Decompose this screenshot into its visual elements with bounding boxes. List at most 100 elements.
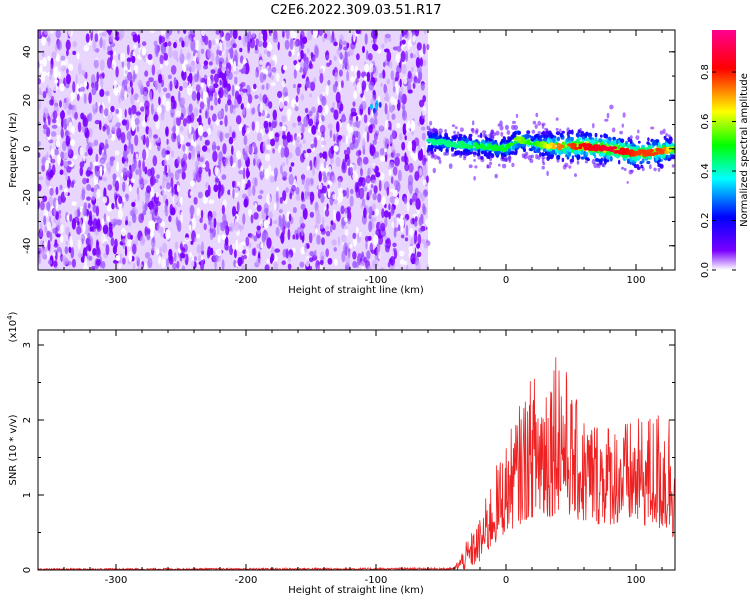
noise-cell (384, 102, 388, 115)
noise-cell (165, 229, 171, 240)
noise-cell (292, 207, 297, 214)
noise-cell (368, 206, 373, 216)
signal-cell (602, 163, 606, 168)
signal-cell (461, 151, 465, 155)
noise-cell (151, 103, 154, 115)
signal-cell (661, 153, 666, 159)
noise-cell (369, 117, 376, 126)
noise-cell (228, 136, 234, 145)
noise-cell (319, 259, 324, 266)
noise-cell (323, 161, 327, 169)
noise-cell (193, 197, 198, 205)
noise-cell (346, 63, 350, 71)
noise-cell (340, 205, 345, 215)
signal-core (534, 143, 539, 147)
noise-cell (373, 65, 379, 78)
noise-cell (261, 231, 266, 243)
signal-core (538, 144, 543, 148)
signal-cell (547, 133, 551, 137)
signal-cell (627, 136, 631, 143)
noise-cell (43, 215, 47, 226)
noise-cell (38, 32, 41, 39)
noise-cell (320, 166, 324, 172)
noise-cell (312, 233, 316, 238)
noise-cell (233, 60, 237, 72)
noise-cell (105, 90, 110, 97)
noise-cell (333, 109, 339, 120)
noise-cell (310, 81, 316, 92)
noise-cell (193, 130, 197, 143)
noise-cell (405, 224, 409, 237)
noise-cell (348, 243, 353, 249)
noise-cell (125, 119, 130, 131)
noise-cell (202, 131, 208, 138)
noise-cell (262, 211, 267, 222)
signal-cell (621, 123, 624, 128)
noise-cell (415, 198, 421, 210)
noise-cell (99, 165, 103, 177)
noise-cell (139, 236, 145, 246)
noise-cell (204, 139, 210, 146)
noise-cell (221, 204, 225, 215)
noise-cell (94, 119, 101, 125)
noise-cell (96, 188, 101, 199)
noise-cell (205, 108, 210, 120)
noise-cell (281, 162, 286, 167)
noise-cell (365, 240, 368, 250)
noise-cell (127, 238, 132, 247)
signal-core (660, 151, 665, 155)
noise-cell (333, 258, 338, 266)
noise-cell (109, 156, 116, 162)
noise-cell (272, 109, 277, 121)
signal-cell (622, 112, 626, 118)
signal-cell (467, 151, 471, 156)
noise-cell (137, 79, 143, 88)
noise-cell (372, 139, 377, 145)
noise-cell (182, 153, 188, 162)
signal-cell (629, 138, 633, 144)
noise-cell (195, 144, 201, 155)
signal-cell (568, 148, 572, 153)
noise-cell (178, 90, 181, 102)
noise-cell (256, 225, 261, 231)
noise-cell (366, 71, 371, 82)
noise-cell (377, 193, 382, 203)
noise-cell (321, 140, 326, 146)
noise-cell (156, 217, 162, 224)
noise-cell (245, 167, 250, 179)
noise-cell (143, 91, 149, 103)
noise-cell (410, 52, 414, 59)
noise-cell (40, 75, 45, 83)
noise-cell (110, 218, 115, 225)
noise-cell (172, 194, 179, 205)
noise-cell (173, 41, 177, 49)
noise-cell (420, 82, 425, 91)
noise-cell (345, 254, 351, 266)
signal-cell (530, 135, 534, 140)
noise-cell (218, 109, 224, 118)
signal-cell (657, 167, 661, 172)
noise-cell (92, 248, 97, 256)
noise-cell (191, 90, 197, 101)
noise-cell (355, 30, 361, 35)
noise-cell (135, 235, 139, 246)
noise-cell (65, 135, 71, 147)
noise-cell (59, 184, 63, 191)
noise-cell (216, 49, 219, 56)
signal-cell (511, 162, 515, 168)
colorbar: 0.00.20.40.60.8 Normalized spectral ampl… (700, 30, 750, 278)
noise-cell (370, 145, 376, 155)
signal-cell (515, 113, 519, 118)
noise-cell (390, 176, 394, 184)
noise-cell (393, 179, 399, 188)
noise-cell (170, 65, 177, 75)
signal-cell (531, 129, 536, 134)
noise-cell (305, 255, 310, 268)
noise-cell (184, 237, 190, 242)
noise-cell (83, 81, 88, 88)
noise-cell (48, 259, 53, 265)
noise-cell (65, 39, 71, 51)
noise-cell (366, 131, 370, 143)
signal-cell (534, 124, 538, 129)
noise-cell (96, 223, 102, 232)
